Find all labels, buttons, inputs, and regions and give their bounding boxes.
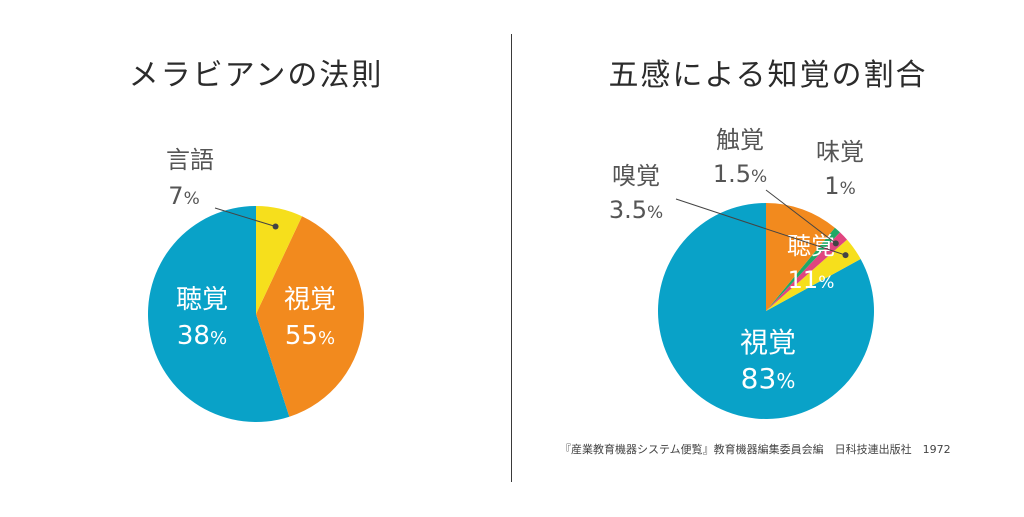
right-slice-0 xyxy=(657,203,874,419)
left-value-auditory-number: 38 xyxy=(177,321,210,351)
left-label-auditory: 聴覚 xyxy=(176,285,228,315)
left-leader-verbal xyxy=(214,207,276,227)
left-slice-2 xyxy=(256,206,302,314)
right-value-taste: 1% xyxy=(824,172,855,200)
left-chart-panel: メラビアンの法則 xyxy=(128,58,384,93)
left-value-visual-unit: % xyxy=(318,328,335,349)
right-value-auditory-unit: % xyxy=(818,273,834,293)
right-value-auditory-number: 11 xyxy=(788,266,819,294)
right-label-smell: 嗅覚 xyxy=(612,162,660,190)
right-leader-smell xyxy=(675,198,846,256)
left-value-auditory-unit: % xyxy=(210,328,227,349)
left-value-visual-number: 55 xyxy=(285,321,318,351)
right-value-auditory: 11% xyxy=(788,266,835,294)
right-value-visual-number: 83 xyxy=(741,362,777,395)
right-leader-dot-smell xyxy=(842,252,849,259)
left-chart-title: メラビアンの法則 xyxy=(128,58,384,93)
right-slice-2 xyxy=(766,232,848,311)
right-label-taste: 味覚 xyxy=(816,138,864,166)
right-label-touch: 触覚 xyxy=(716,126,764,154)
left-label-verbal: 言語 xyxy=(166,146,214,174)
right-value-visual: 83% xyxy=(741,362,796,395)
right-value-smell: 3.5% xyxy=(609,196,663,224)
right-label-visual: 視覚 xyxy=(740,326,796,359)
right-value-smell-number: 3.5 xyxy=(609,196,647,224)
right-leader-touch xyxy=(765,189,837,244)
right-value-taste-number: 1 xyxy=(824,172,839,200)
left-value-visual: 55% xyxy=(285,321,335,351)
right-label-auditory: 聴覚 xyxy=(787,232,835,260)
right-chart-title: 五感による知覚の割合 xyxy=(608,58,928,93)
right-leader-dot-touch xyxy=(832,240,839,247)
right-value-touch: 1.5% xyxy=(713,160,767,188)
right-value-taste-unit: % xyxy=(840,179,856,199)
left-value-verbal: 7% xyxy=(168,182,199,210)
left-value-verbal-unit: % xyxy=(184,189,200,209)
left-value-verbal-number: 7 xyxy=(168,182,183,210)
right-value-smell-unit: % xyxy=(647,203,663,223)
right-slice-1 xyxy=(766,239,861,311)
left-label-visual: 視覚 xyxy=(284,285,336,315)
right-chart-panel: 五感による知覚の割合 xyxy=(512,0,1024,517)
right-slice-3 xyxy=(766,227,840,311)
right-value-visual-unit: % xyxy=(776,369,795,393)
left-leader-dot-verbal xyxy=(272,223,279,230)
left-value-auditory: 38% xyxy=(177,321,227,351)
right-value-touch-unit: % xyxy=(751,167,767,187)
source-citation: 『産業教育機器システム便覧』教育機器編集委員会編 日科技連出版社 1972 xyxy=(560,443,951,456)
left-slice-1 xyxy=(256,216,364,417)
panel-divider xyxy=(511,34,512,482)
left-slice-0 xyxy=(148,206,290,422)
right-value-touch-number: 1.5 xyxy=(713,160,751,188)
